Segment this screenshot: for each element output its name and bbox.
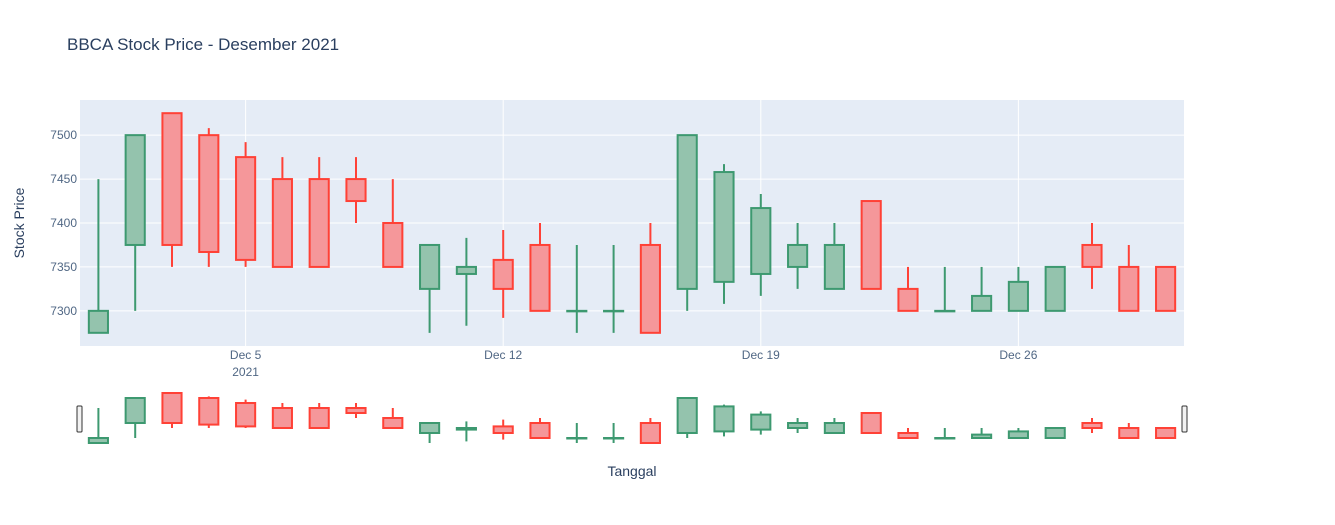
y-tick-label: 7500 (50, 128, 77, 142)
candle-body-increasing[interactable] (676, 134, 698, 290)
mini-candle-body (1118, 427, 1140, 439)
y-axis: 7300 7350 7400 7450 7500 (50, 128, 77, 318)
mini-candle-body (1007, 430, 1029, 439)
mini-candle-body (823, 422, 845, 434)
candle-body-decreasing[interactable] (271, 178, 293, 268)
mini-candle-body (713, 405, 735, 433)
candle-body-decreasing[interactable] (1155, 265, 1177, 312)
mini-candle-body (750, 413, 772, 431)
mini-candle-body (308, 407, 330, 429)
mini-candle-body (934, 437, 956, 440)
range-slider[interactable] (76, 392, 1188, 444)
mini-candle-body (235, 402, 257, 428)
mini-candle-body (676, 397, 698, 434)
candle-body-decreasing[interactable] (1118, 265, 1140, 312)
mini-candle-body (161, 392, 183, 424)
candle-body-decreasing[interactable] (198, 134, 220, 253)
main-plot-area[interactable] (80, 100, 1184, 346)
candle-body-decreasing[interactable] (1081, 243, 1103, 268)
x-axis-title: Tanggal (607, 463, 656, 479)
mini-candle-body (566, 437, 588, 440)
mini-candle-body (124, 397, 146, 424)
candle-body-increasing[interactable] (787, 243, 809, 268)
candle-body-increasing[interactable] (713, 171, 735, 283)
x-tick-label: Dec 19 (742, 348, 780, 362)
candle-body-increasing[interactable] (603, 309, 625, 313)
range-slider-background (79, 392, 1185, 444)
range-slider-right-handle[interactable] (1181, 405, 1188, 433)
mini-candle-body (603, 437, 625, 440)
candle-body-increasing[interactable] (419, 243, 441, 290)
candle-body-increasing[interactable] (823, 243, 845, 290)
candle-body-decreasing[interactable] (161, 112, 183, 246)
mini-candle-body (271, 407, 293, 429)
range-slider-candles (87, 392, 1177, 444)
mini-candle-body (787, 422, 809, 429)
x-tick-label: Dec 12 (484, 348, 522, 362)
candle-body-decreasing[interactable] (345, 178, 367, 203)
candle-body-increasing[interactable] (971, 294, 993, 312)
mini-candle-body (971, 433, 993, 440)
mini-candle-body (382, 417, 404, 429)
mini-candle-body (87, 437, 109, 444)
x-tick-label: Dec 26 (999, 348, 1037, 362)
mini-candle-body (1155, 427, 1177, 439)
mini-candle-body (419, 422, 441, 434)
chart-title: BBCA Stock Price - Desember 2021 (67, 35, 339, 54)
mini-candle-body (529, 422, 551, 439)
mini-candle-body (1081, 422, 1103, 429)
x-tick-sublabel: 2021 (232, 365, 259, 379)
x-axis: Dec 5 2021 Dec 12 Dec 19 Dec 26 (230, 348, 1038, 379)
candle-body-decreasing[interactable] (382, 222, 404, 268)
mini-candle-body (492, 425, 514, 434)
x-tick-label: Dec 5 (230, 348, 262, 362)
candles (87, 112, 1177, 334)
candle-body-decreasing[interactable] (639, 243, 661, 334)
candle-body-decreasing[interactable] (235, 156, 257, 261)
candle-body-increasing[interactable] (124, 134, 146, 246)
candle-body-increasing[interactable] (1007, 280, 1029, 312)
candle-body-decreasing[interactable] (860, 200, 882, 290)
candle-body-increasing[interactable] (566, 309, 588, 313)
mini-candle-body (345, 407, 367, 414)
candle-body-decreasing[interactable] (492, 258, 514, 290)
mini-candle-body (1044, 427, 1066, 439)
mini-candle-body (639, 422, 661, 444)
candle-body-decreasing[interactable] (308, 178, 330, 268)
y-axis-title: Stock Price (11, 187, 27, 258)
y-tick-label: 7350 (50, 260, 77, 274)
mini-candle-body (455, 427, 477, 431)
candle-body-increasing[interactable] (1044, 265, 1066, 312)
candle-body-increasing[interactable] (934, 309, 956, 313)
mini-candle-body (198, 397, 220, 426)
candle-body-increasing[interactable] (750, 207, 772, 275)
y-tick-label: 7450 (50, 172, 77, 186)
y-tick-label: 7400 (50, 216, 77, 230)
candle-body-increasing[interactable] (455, 265, 477, 275)
candle-body-decreasing[interactable] (897, 287, 919, 312)
candle-body-increasing[interactable] (87, 309, 109, 334)
range-slider-left-handle[interactable] (76, 405, 83, 433)
mini-candle-body (897, 432, 919, 439)
candle-body-decreasing[interactable] (529, 243, 551, 312)
mini-candle-body (860, 412, 882, 434)
y-tick-label: 7300 (50, 304, 77, 318)
